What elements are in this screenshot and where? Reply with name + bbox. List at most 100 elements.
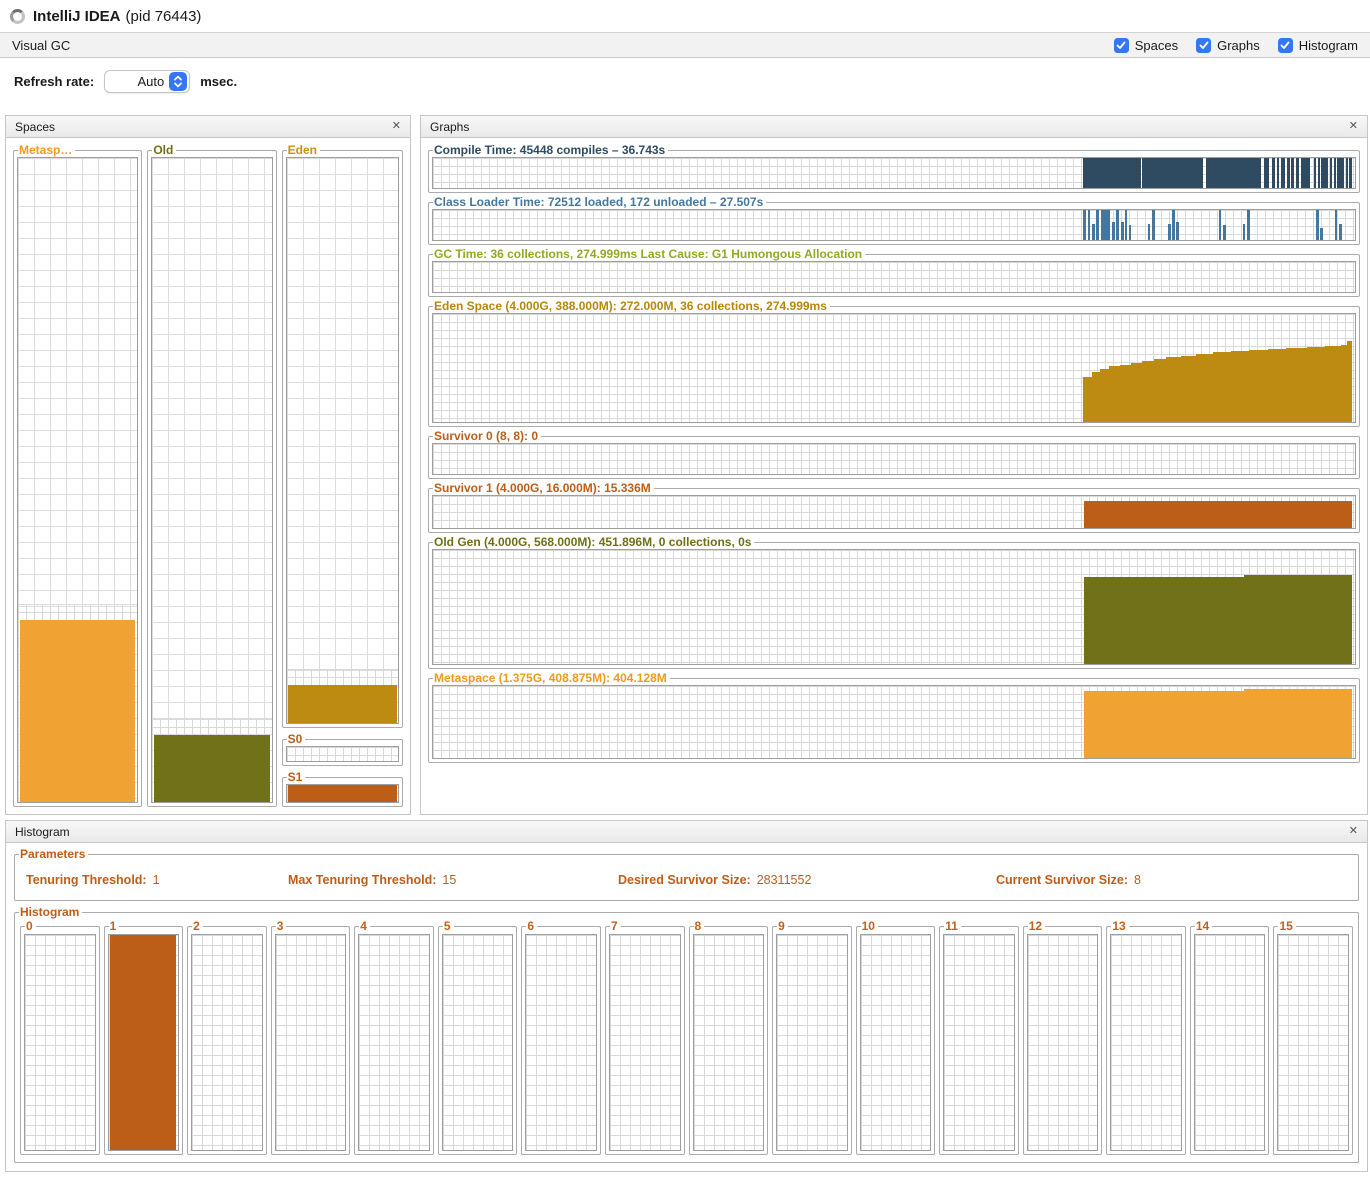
- histogram-bins-title: Histogram: [20, 905, 80, 919]
- chart-bar: [1330, 158, 1332, 188]
- bin-label: 11: [945, 919, 958, 933]
- bin-chart: [24, 934, 96, 1151]
- toggle-spaces-label: Spaces: [1134, 37, 1179, 53]
- toggle-histogram[interactable]: Histogram: [1277, 37, 1358, 53]
- compile-time-chart: [432, 157, 1356, 189]
- close-icon[interactable]: ✕: [1348, 120, 1358, 132]
- chart-bar: [1152, 210, 1155, 240]
- refresh-rate-value: Auto: [137, 74, 165, 89]
- tenuring-threshold-value: 1: [152, 873, 160, 887]
- main-row: Spaces ✕ Metasp… Old Eden: [0, 105, 1370, 815]
- spaces-panel-body: Metasp… Old Eden S0: [6, 138, 410, 814]
- chart-bar: [1247, 210, 1250, 240]
- tab-visual-gc[interactable]: Visual GC: [12, 37, 71, 53]
- chart-bar: [1142, 158, 1203, 188]
- chart-bar: [1142, 360, 1154, 422]
- histogram-bin: 0: [20, 920, 100, 1155]
- bin-chart: [274, 934, 347, 1151]
- metaspace-space-label: Metasp…: [19, 143, 73, 157]
- chart-bar: [1147, 223, 1151, 240]
- s0-space-chart: [285, 746, 399, 762]
- histogram-bin: 9: [772, 920, 852, 1155]
- checkbox-checked-icon[interactable]: [1277, 37, 1293, 53]
- chart-bar: [1092, 372, 1101, 422]
- bin-chart: [1026, 934, 1099, 1151]
- chart-bar: [1100, 210, 1110, 240]
- eden-space-group: Eden: [281, 144, 403, 728]
- chart-bar: [1313, 158, 1317, 188]
- graphs-panel-title: Graphs: [430, 119, 470, 134]
- chart-bar: [1244, 574, 1353, 664]
- chart-bar: [1091, 223, 1095, 240]
- chart-bar: [1340, 344, 1348, 422]
- old-space-group: Old: [147, 144, 277, 807]
- bin-chart: [1193, 934, 1266, 1151]
- chart-bar: [1083, 158, 1141, 188]
- current-survivor-size-value: 8: [1133, 873, 1141, 887]
- bin-label: 10: [861, 919, 875, 933]
- parameters-title: Parameters: [20, 847, 86, 861]
- bin-chart: [525, 934, 597, 1151]
- bin-label: 3: [276, 919, 284, 933]
- metaspace-graph: Metaspace (1.375G, 408.875M): 404.128M: [428, 671, 1360, 763]
- eden-graph-title: Eden Space (4.000G, 388.000M): 272.000M,…: [434, 299, 827, 313]
- gc-time-title: GC Time: 36 collections, 274.999ms Last …: [434, 247, 863, 261]
- chart-bar: [1120, 222, 1124, 240]
- chart-bar: [1083, 376, 1093, 422]
- survivor1-chart: [432, 495, 1356, 529]
- histogram-bin: 5: [437, 920, 518, 1155]
- desired-survivor-size-label: Desired Survivor Size:: [618, 873, 751, 887]
- bin-label: 6: [527, 919, 535, 933]
- histogram-bin: 2: [187, 919, 267, 1155]
- checkbox-checked-icon[interactable]: [1113, 37, 1129, 53]
- chart-bar: [1348, 158, 1353, 188]
- survivor1-title: Survivor 1 (4.000G, 16.000M): 15.336M: [434, 481, 651, 495]
- toggle-graphs[interactable]: Graphs: [1196, 37, 1260, 53]
- old-gen-graph: Old Gen (4.000G, 568.000M): 451.896M, 0 …: [428, 535, 1360, 669]
- tab-strip: Visual GC Spaces Graphs Histogram: [0, 32, 1370, 58]
- checkbox-checked-icon[interactable]: [1196, 37, 1212, 53]
- chart-bar: [1337, 158, 1344, 188]
- spaces-columns: Metasp… Old Eden S0: [13, 143, 403, 807]
- survivor0-graph: Survivor 0 (8, 8): 0: [428, 430, 1360, 479]
- chart-bar: [1338, 223, 1342, 240]
- histogram-panel-title: Histogram: [15, 824, 70, 839]
- close-icon[interactable]: ✕: [1348, 825, 1358, 837]
- s0-space-group: S0: [281, 733, 403, 766]
- class-loader-chart: [432, 209, 1356, 241]
- chart-bar: [1345, 158, 1348, 188]
- desired-survivor-size-value: 28311552: [756, 873, 812, 887]
- stepper-icon[interactable]: [169, 72, 188, 91]
- chart-bar: [1242, 223, 1246, 240]
- chart-bar: [1083, 210, 1087, 240]
- chart-bar: [1083, 500, 1353, 528]
- chart-bar: [1181, 355, 1196, 422]
- histogram-bin: 12: [1022, 920, 1103, 1155]
- bin-label: 8: [694, 919, 702, 933]
- metaspace-graph-title: Metaspace (1.375G, 408.875M): 404.128M: [434, 671, 667, 685]
- survivor1-graph: Survivor 1 (4.000G, 16.000M): 15.336M: [428, 481, 1360, 533]
- histogram-bin: 15: [1273, 920, 1353, 1155]
- chart-bar: [1167, 223, 1171, 240]
- bin-label: 2: [193, 919, 200, 933]
- chart-bar: [20, 619, 135, 802]
- bin-chart: [1277, 934, 1349, 1151]
- bin-label: 7: [610, 919, 618, 933]
- tenuring-threshold: Tenuring Threshold: 1: [26, 873, 288, 887]
- bin-chart: [692, 934, 765, 1151]
- bin-chart: [608, 934, 681, 1151]
- close-icon[interactable]: ✕: [391, 120, 401, 132]
- parameters-items: Tenuring Threshold: 1 Max Tenuring Thres…: [18, 861, 1355, 897]
- old-space-chart: [151, 157, 273, 803]
- bin-label: 13: [1112, 919, 1126, 933]
- max-tenuring-threshold: Max Tenuring Threshold: 15: [288, 873, 618, 887]
- old-gen-title: Old Gen (4.000G, 568.000M): 451.896M, 0 …: [434, 535, 752, 549]
- refresh-rate-select[interactable]: Auto: [104, 70, 191, 93]
- tenuring-threshold-label: Tenuring Threshold:: [26, 873, 147, 887]
- chart-bar: [1153, 359, 1167, 422]
- chart-bar: [1109, 366, 1121, 422]
- bin-chart: [943, 934, 1015, 1151]
- toggle-spaces[interactable]: Spaces: [1113, 37, 1179, 53]
- chart-bar: [1316, 210, 1320, 240]
- chart-bar: [1295, 158, 1299, 188]
